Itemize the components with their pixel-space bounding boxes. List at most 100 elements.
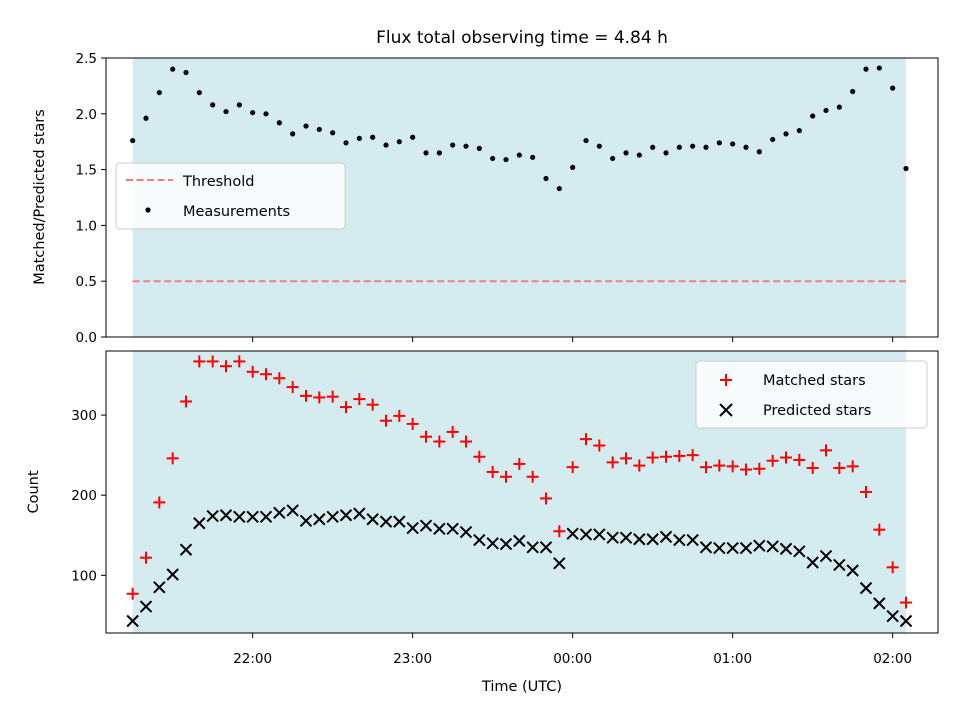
measurement-point: [503, 156, 509, 163]
measurement-point: [396, 139, 402, 145]
matched-star-points: [126, 355, 912, 609]
x-tick-label: 01:00: [713, 651, 752, 667]
matched-star-point: [846, 460, 859, 473]
matched-star-point: [606, 456, 619, 469]
predicted-star-point: [673, 533, 686, 547]
matched-star-point: [593, 439, 606, 452]
matched-star-point: [660, 450, 672, 463]
matched-star-point: [486, 465, 499, 478]
predicted-star-point: [579, 528, 593, 541]
count-panel: 100 200 300 22:00 23:00 00:00 01:00 02:00 Coun…: [26, 350, 939, 695]
predicted-star-point: [846, 564, 859, 577]
marker-stroke: [619, 531, 633, 544]
matched-star-point: [300, 389, 312, 402]
measurement-point: [530, 154, 536, 160]
y-tick-label: 2.0: [76, 107, 97, 123]
predicted-star-point: [513, 534, 526, 548]
predicted-star-point: [646, 533, 659, 546]
marker-stroke: [233, 510, 246, 524]
predicted-star-point: [473, 533, 486, 547]
x-tick-label: 00:00: [553, 651, 592, 667]
measurement-point: [516, 152, 522, 158]
matched-star-point: [780, 451, 792, 464]
marker-stroke: [673, 533, 686, 547]
matched-star-point: [540, 492, 552, 505]
matched-star-point: [393, 409, 406, 422]
marker-stroke: [859, 581, 873, 595]
chart-title: Flux total observing time = 4.84 h: [376, 28, 668, 48]
measurement-point: [796, 127, 802, 134]
predicted-star-point: [393, 515, 406, 528]
marker-stroke: [579, 528, 593, 541]
measurement-point: [716, 140, 722, 146]
marker-stroke: [659, 530, 673, 544]
x-tick-label: 23:00: [393, 651, 432, 667]
predicted-star-point: [619, 531, 633, 544]
measurement-point: [623, 150, 629, 156]
marker-stroke: [459, 525, 473, 539]
matched-star-point: [180, 395, 192, 408]
measurement-point: [690, 143, 696, 149]
predicted-star-point: [273, 506, 286, 520]
measurement-point: [876, 65, 882, 71]
matched-star-point: [260, 368, 272, 381]
matched-star-point: [220, 360, 232, 373]
predicted-star-point: [699, 541, 713, 554]
predicted-star-point: [499, 537, 513, 551]
marker-stroke: [606, 531, 619, 544]
matched-star-point: [633, 459, 646, 472]
marker-stroke: [513, 534, 526, 548]
measurement-point: [903, 165, 909, 172]
predicted-star-point: [379, 515, 393, 528]
marker-stroke: [393, 515, 406, 528]
predicted-star-point: [713, 541, 726, 555]
marker-stroke: [219, 509, 233, 522]
marker-stroke: [846, 564, 859, 577]
matched-star-point: [206, 355, 219, 368]
matched-star-point: [620, 452, 632, 465]
marker-stroke: [833, 558, 846, 572]
matched-star-point: [566, 461, 579, 474]
measurement-point: [196, 89, 202, 96]
matched-star-point: [193, 355, 206, 368]
y-tick-label: 100: [71, 568, 97, 584]
matched-star-point: [406, 417, 419, 430]
measurement-point: [450, 142, 456, 148]
predicted-star-point: [633, 533, 646, 546]
matched-star-point: [500, 470, 512, 483]
predicted-star-point: [166, 568, 179, 581]
predicted-star-point: [899, 614, 913, 628]
y-tick-label: 0.5: [76, 274, 97, 290]
matched-star-point: [166, 452, 179, 465]
predicted-star-point: [326, 510, 339, 524]
y-tick-label: 300: [71, 408, 97, 424]
marker-stroke: [139, 600, 153, 613]
measurement-point: [543, 175, 549, 182]
marker-stroke: [366, 513, 379, 526]
measurement-point: [143, 115, 149, 121]
measurement-point: [596, 143, 602, 149]
measurement-point: [303, 123, 309, 129]
marker-stroke: [686, 533, 699, 547]
measurement-point: [610, 155, 616, 162]
y-axis-label: Count: [26, 470, 42, 513]
predicted-star-point: [819, 549, 833, 563]
matched-star-point: [833, 461, 846, 474]
measurement-point: [236, 102, 242, 108]
predicted-star-point: [366, 513, 379, 526]
matched-star-point: [726, 460, 739, 473]
marker-stroke: [206, 509, 219, 523]
marker-stroke: [299, 514, 313, 528]
measurement-point: [636, 152, 642, 158]
marker-stroke: [499, 537, 513, 551]
predicted-star-point: [139, 600, 153, 613]
matched-star-point: [580, 433, 592, 446]
measurement-point: [463, 143, 469, 149]
predicted-star-point: [886, 609, 899, 623]
matched-star-point: [753, 462, 766, 475]
measurement-point: [783, 131, 789, 137]
predicted-star-point: [339, 509, 353, 522]
matched-star-point: [433, 435, 446, 448]
marker-stroke: [886, 609, 899, 623]
matched-star-point: [553, 525, 566, 538]
